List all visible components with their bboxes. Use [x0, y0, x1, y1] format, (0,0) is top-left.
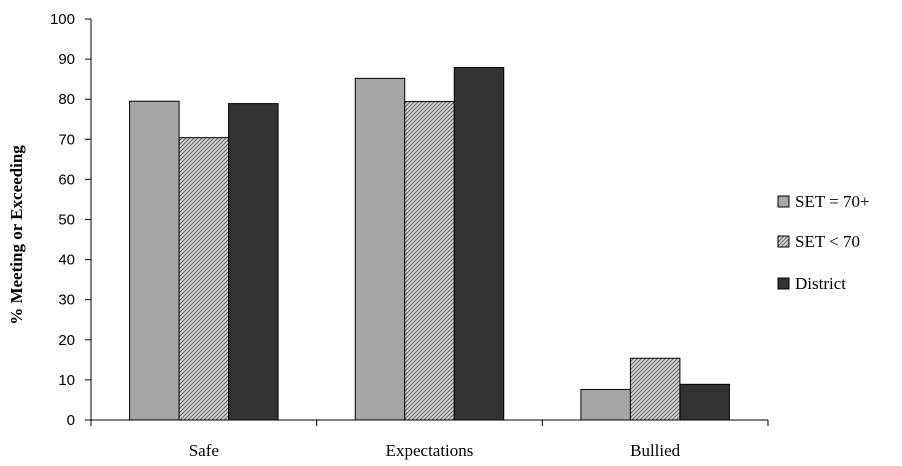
- y-tick-label: 90: [58, 51, 75, 68]
- bar-bullied-1: [580, 389, 631, 421]
- y-axis-label: % Meeting or Exceeding: [7, 145, 26, 325]
- x-tick-label: Expectations: [386, 441, 474, 460]
- legend-swatch: [777, 195, 790, 208]
- y-tick-label: 60: [58, 171, 75, 188]
- legend-swatch: [777, 277, 790, 290]
- x-tick-label: Safe: [189, 441, 219, 460]
- y-tick-label: 50: [58, 212, 75, 229]
- y-tick-label: 70: [58, 131, 75, 148]
- bar-bullied-2: [629, 357, 681, 421]
- x-tick-label: Bullied: [630, 441, 681, 460]
- y-tick-label: 0: [67, 412, 75, 429]
- bar-expectations-2: [404, 101, 455, 421]
- y-tick-label: 40: [58, 252, 75, 269]
- legend-label: SET < 70: [795, 232, 860, 251]
- legend: SET = 70+ SET < 70 District: [777, 192, 870, 293]
- bar-expectations-3: [453, 67, 505, 421]
- bar-safe-1: [129, 100, 180, 421]
- y-tick-label: 80: [58, 91, 75, 108]
- legend-label: SET = 70+: [795, 192, 870, 211]
- y-tick-label: 20: [58, 332, 75, 349]
- y-tick-label: 30: [58, 292, 75, 309]
- legend-swatch: [777, 235, 790, 248]
- bar-expectations-1: [354, 77, 406, 421]
- bar-safe-3: [228, 103, 279, 421]
- legend-label: District: [795, 274, 846, 293]
- bar-safe-2: [178, 137, 230, 421]
- y-tick-label: 10: [58, 372, 75, 389]
- bar-bullied-3: [679, 383, 730, 421]
- y-tick-label: 100: [50, 11, 75, 28]
- plot-area: Safe Expectations Bullied 0 10 20 30 40 50 60 70 80…: [50, 11, 769, 460]
